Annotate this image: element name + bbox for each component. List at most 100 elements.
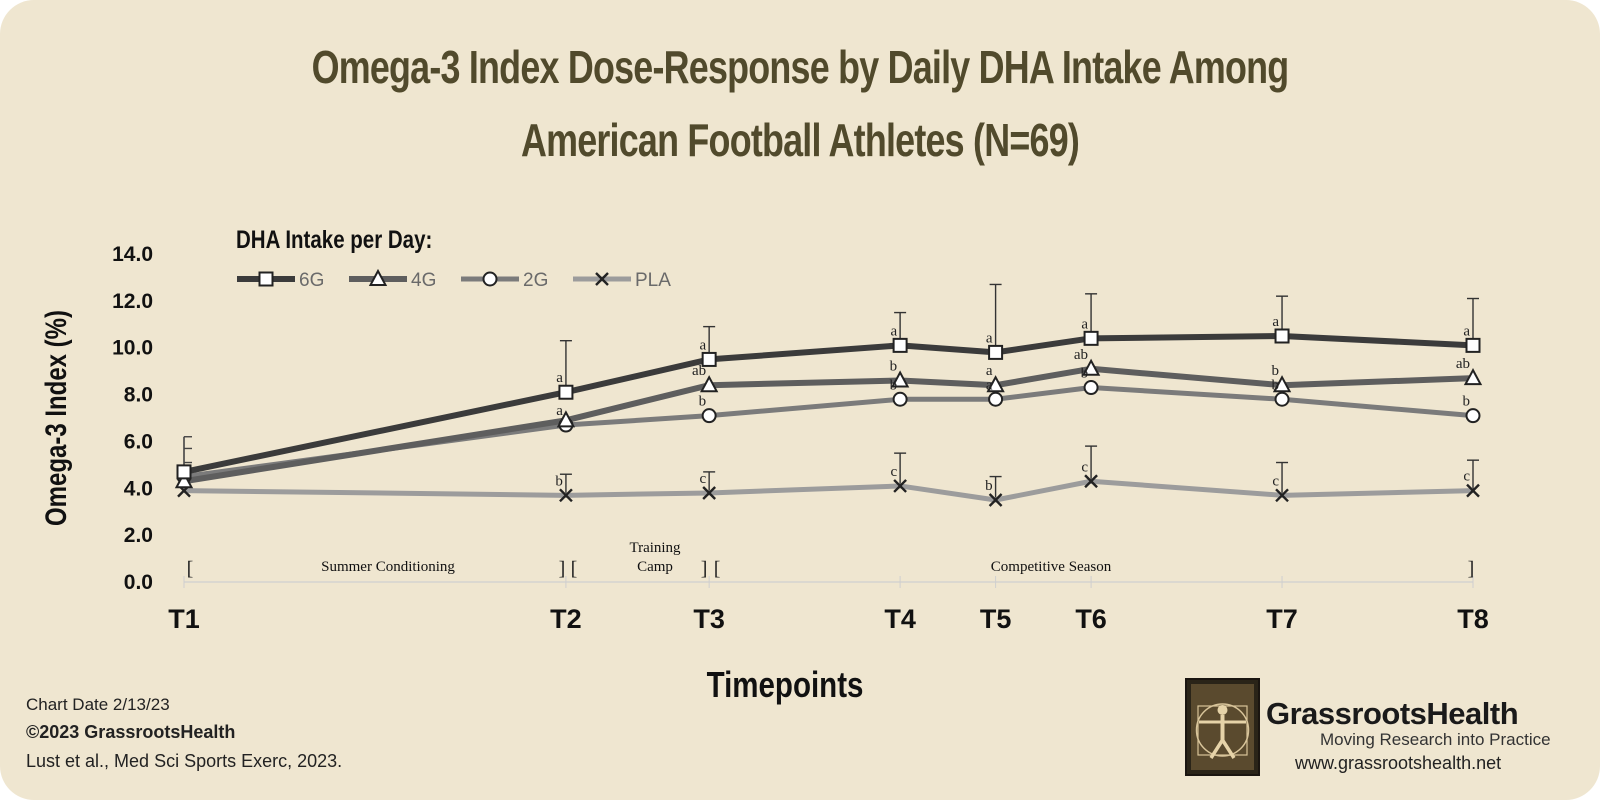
data-point-4g: [174, 471, 194, 489]
significance-label: c: [890, 464, 897, 480]
y-tick-label: 10.0: [112, 337, 153, 360]
phase-bracket: [: [571, 558, 578, 580]
data-point-6g: [558, 384, 574, 400]
y-tick-label: 4.0: [124, 477, 153, 500]
data-point-6g: [892, 337, 908, 353]
y-tick-label: 6.0: [124, 430, 153, 453]
significance-label: b: [1272, 363, 1280, 379]
data-point-2g: [1465, 408, 1481, 424]
significance-label: ab: [1456, 356, 1470, 372]
y-axis-label: Omega-3 Index (%): [38, 310, 72, 526]
significance-label: a: [699, 337, 706, 353]
significance-label: a: [986, 377, 993, 393]
significance-label: c: [1463, 469, 1470, 485]
phase-label: Camp: [637, 559, 673, 575]
x-tick-label: T8: [1457, 604, 1489, 634]
copyright: ©2023 GrassrootsHealth: [26, 722, 236, 742]
phase-bracket: ]: [1468, 558, 1475, 580]
phase-bracket: ]: [701, 558, 708, 580]
significance-label: b: [890, 359, 898, 375]
phase-label: Summer Conditioning: [321, 559, 455, 575]
series-line-2g: [183, 385, 1474, 480]
citation: Lust et al., Med Sci Sports Exerc, 2023.: [26, 751, 343, 771]
data-point-4g: [890, 370, 910, 388]
significance-label: ab: [1074, 347, 1088, 363]
data-point-6g: [176, 464, 192, 480]
data-point-pla: [559, 488, 573, 503]
logo-tagline: Moving Research into Practice: [1320, 730, 1551, 749]
x-tick-label: T1: [168, 604, 200, 634]
y-tick-label: 14.0: [112, 243, 153, 266]
significance-label: a: [1272, 314, 1279, 330]
legend-marker-4g: [368, 268, 388, 286]
data-point-2g: [701, 408, 717, 424]
legend-label: 6G: [299, 270, 324, 291]
legend-label: 4G: [411, 270, 436, 291]
series-line-6g: [183, 333, 1474, 475]
significance-label: b: [555, 473, 563, 489]
y-tick-label: 2.0: [124, 524, 153, 547]
data-point-pla: [1466, 483, 1480, 498]
y-tick-label: 8.0: [124, 384, 153, 407]
x-tick-label: T7: [1266, 604, 1298, 634]
data-point-2g: [892, 391, 908, 407]
legend-marker-2g: [482, 271, 498, 287]
phase-label: Training: [629, 540, 681, 556]
chart-title-line2: American Football Athletes (N=69): [520, 114, 1080, 166]
data-point-2g: [1274, 391, 1290, 407]
series-line-pla: [183, 478, 1474, 503]
data-point-6g: [988, 344, 1004, 360]
data-point-2g: [1083, 380, 1099, 396]
legend-marker-6g: [258, 271, 274, 287]
significance-label: b: [1272, 377, 1280, 393]
data-point-6g: [1274, 328, 1290, 344]
phase-label: Competitive Season: [991, 559, 1112, 575]
data-point-6g: [1465, 337, 1481, 353]
data-point-4g: [699, 375, 719, 393]
significance-label: ab: [692, 363, 706, 379]
phase-bracket: [: [187, 558, 194, 580]
legend-label: PLA: [635, 270, 671, 291]
legend-label: 2G: [523, 270, 548, 291]
data-point-pla: [702, 486, 716, 500]
data-point-4g: [986, 375, 1005, 393]
significance-label: c: [1272, 473, 1279, 489]
y-tick-label: 0.0: [124, 571, 153, 594]
x-tick-label: T4: [884, 604, 916, 634]
data-point-pla: [1275, 488, 1289, 503]
significance-label: a: [890, 323, 897, 339]
legend-title: DHA Intake per Day:: [236, 225, 432, 253]
significance-label: a: [1463, 323, 1470, 339]
significance-label: a: [1081, 316, 1088, 332]
phase-bracket: [: [714, 558, 721, 580]
data-point-4g: [556, 410, 576, 428]
significance-label: b: [699, 394, 707, 410]
data-point-pla: [893, 479, 907, 493]
vitruvian-logo-icon: [1185, 678, 1260, 776]
significance-label: a: [556, 403, 563, 419]
data-point-4g: [1272, 375, 1292, 393]
x-tick-label: T2: [550, 604, 582, 634]
significance-label: a: [556, 370, 563, 386]
data-point-pla: [988, 493, 1003, 507]
x-tick-label: T6: [1075, 604, 1107, 634]
data-point-4g: [1463, 368, 1483, 386]
data-point-pla: [1084, 474, 1098, 489]
significance-label: c: [1081, 459, 1088, 475]
x-axis-label: Timepoints: [707, 664, 864, 704]
significance-label: a: [986, 363, 993, 379]
legend-marker-pla: [595, 272, 609, 286]
significance-label: b: [985, 478, 993, 494]
data-point-6g: [701, 351, 717, 367]
data-point-6g: [1083, 330, 1099, 346]
chart-date: Chart Date 2/13/23: [26, 695, 170, 714]
y-tick-label: 12.0: [112, 290, 153, 313]
logo-url: www.grassrootshealth.net: [1295, 753, 1502, 773]
x-tick-label: T3: [693, 604, 725, 634]
logo-name: GrassrootsHealth: [1266, 696, 1519, 731]
significance-label: b: [1463, 394, 1471, 410]
chart-title-line1: Omega-3 Index Dose-Response by Daily DHA…: [311, 41, 1290, 93]
data-point-2g: [988, 391, 1004, 407]
data-point-4g: [1081, 358, 1101, 376]
